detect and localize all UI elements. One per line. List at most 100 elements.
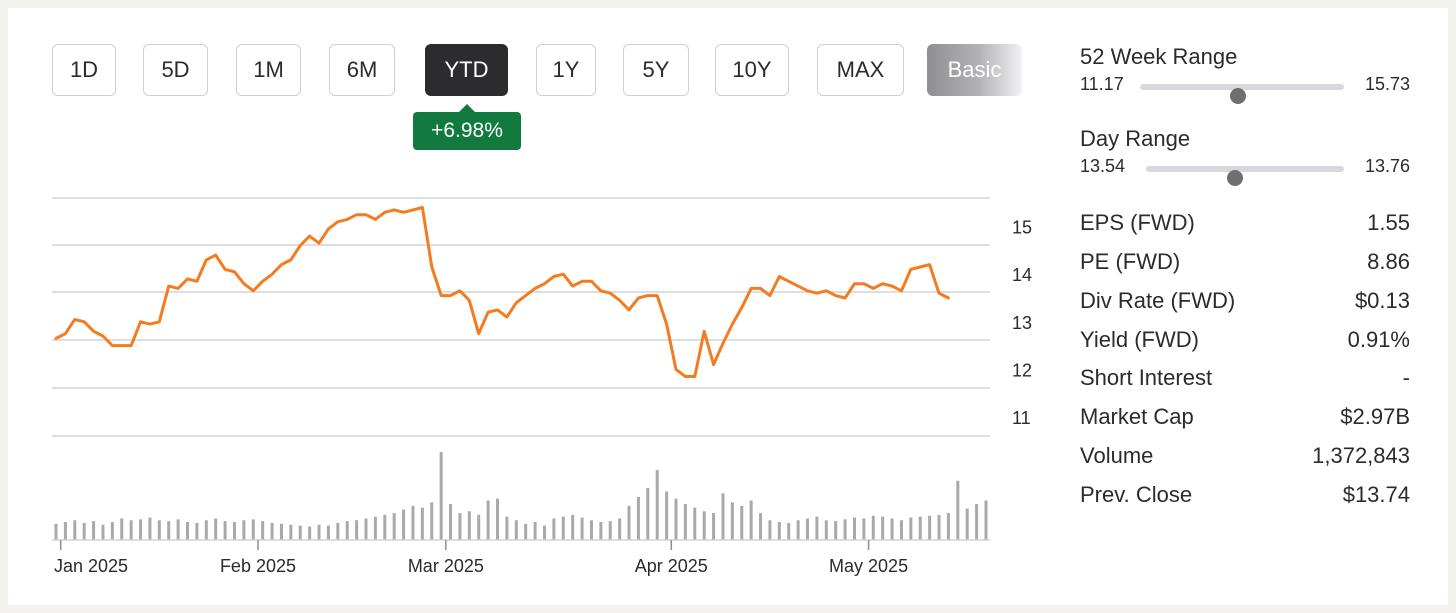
- volume-bar: [533, 522, 537, 540]
- volume-bar: [139, 519, 143, 540]
- volume-bar: [279, 523, 283, 540]
- volume-bar: [289, 524, 293, 540]
- week52-low: 11.17: [1080, 74, 1124, 94]
- day-range-track: [1146, 166, 1344, 186]
- volume-bar: [54, 523, 58, 540]
- volume-bar: [148, 517, 152, 540]
- volume-bar: [730, 502, 734, 540]
- volume-bar: [749, 500, 753, 540]
- period-button-max[interactable]: MAX: [817, 44, 904, 96]
- stat-label: Div Rate (FWD): [1080, 287, 1236, 313]
- chart-gridlines: [52, 197, 990, 437]
- volume-bar: [984, 500, 988, 540]
- stat-row: Volume 1,372,843: [1080, 437, 1410, 476]
- volume-bar: [373, 516, 377, 540]
- volume-bar: [918, 516, 922, 540]
- volume-bar: [815, 516, 819, 540]
- stat-value: $2.97B: [1340, 404, 1410, 430]
- volume-bar: [561, 516, 565, 540]
- volume-bar: [740, 505, 744, 540]
- x-tick-label: Apr 2025: [635, 556, 708, 576]
- volume-bar: [326, 525, 330, 540]
- x-tick-label: May 2025: [829, 556, 908, 576]
- volume-bar: [364, 518, 368, 540]
- volume-bar: [477, 514, 481, 540]
- volume-bar: [712, 513, 716, 540]
- stock-card: [8, 8, 1448, 605]
- volume-bar: [157, 520, 161, 540]
- volume-bar: [458, 513, 462, 540]
- stat-label: Prev. Close: [1080, 481, 1193, 507]
- week52-range-marker: [1229, 88, 1246, 104]
- y-tick-label: 14: [1012, 265, 1032, 285]
- volume-bar: [514, 520, 518, 540]
- volume-bar: [796, 520, 800, 540]
- volume-bar: [881, 516, 885, 540]
- x-axis-tick-labels: Jan 2025 Feb 2025 Mar 2025 Apr 2025 May 2025: [54, 540, 908, 576]
- stat-row: PE (FWD) 8.86: [1080, 243, 1410, 282]
- period-button-5d[interactable]: 5D: [143, 44, 208, 96]
- volume-bar: [852, 517, 856, 540]
- volume-bar: [505, 516, 509, 540]
- volume-bar: [336, 522, 340, 540]
- volume-bar: [937, 514, 941, 540]
- volume-bar: [787, 522, 791, 540]
- volume-bar: [176, 519, 180, 540]
- stat-row: Yield (FWD) 0.91%: [1080, 320, 1410, 359]
- volume-bar: [355, 520, 359, 540]
- period-button-5y[interactable]: 5Y: [623, 44, 689, 96]
- y-axis-tick-labels: 15 14 13 12 11: [1012, 218, 1032, 428]
- key-stats-list: EPS (FWD) 1.55 PE (FWD) 8.86 Div Rate (FWD) $…: [1080, 204, 1410, 514]
- volume-bar: [524, 523, 528, 540]
- stat-value: $0.13: [1354, 287, 1410, 313]
- price-chart: 15 14 13 12 11 Jan 2025 Feb 2025 Mar 2025 Apr 2…: [52, 197, 1032, 576]
- volume-bar: [129, 520, 133, 540]
- day-high: 13.76: [1364, 156, 1410, 176]
- volume-bar: [871, 515, 875, 540]
- volume-bar: [486, 500, 490, 540]
- volume-bar: [580, 517, 584, 540]
- volume-bar: [693, 507, 697, 540]
- volume-bar: [721, 493, 725, 540]
- volume-bar: [232, 522, 236, 540]
- period-button-1d[interactable]: 1D: [52, 44, 116, 96]
- y-tick-label: 11: [1012, 408, 1031, 428]
- week52-range-track: [1140, 84, 1344, 104]
- stat-value: $13.74: [1342, 481, 1410, 507]
- volume-bar: [110, 522, 114, 540]
- day-range-marker: [1227, 170, 1244, 186]
- period-button-ytd[interactable]: YTD: [425, 44, 508, 96]
- volume-bar: [862, 518, 866, 540]
- price-line: [54, 206, 950, 378]
- volume-bar: [317, 524, 321, 540]
- week52-range-title: 52 Week Range: [1080, 44, 1238, 69]
- volume-bar: [251, 519, 255, 540]
- volume-bar: [63, 522, 67, 540]
- stat-row: Short Interest -: [1080, 359, 1410, 398]
- volume-bar: [92, 521, 96, 540]
- volume-bar: [467, 511, 471, 540]
- period-button-10y[interactable]: 10Y: [715, 44, 789, 96]
- day-range: Day Range 13.54 13.76: [1080, 126, 1410, 186]
- volume-bar: [270, 522, 274, 540]
- stat-row: Market Cap $2.97B: [1080, 398, 1410, 437]
- volume-bar: [683, 504, 687, 540]
- period-button-6m[interactable]: 6M: [329, 44, 395, 96]
- stat-value: 8.86: [1367, 249, 1410, 275]
- volume-bar: [899, 520, 903, 540]
- week52-high: 15.73: [1364, 74, 1410, 94]
- volume-bar: [345, 521, 349, 540]
- volume-bar: [768, 520, 772, 540]
- y-tick-label: 13: [1012, 313, 1032, 333]
- volume-bar: [542, 525, 546, 540]
- day-range-title: Day Range: [1080, 126, 1191, 151]
- volume-bar: [496, 498, 500, 540]
- period-button-1m[interactable]: 1M: [236, 44, 301, 96]
- stat-value: 1,372,843: [1312, 442, 1410, 468]
- volume-bar: [82, 522, 86, 540]
- period-selector: 1D 5D 1M 6M YTD 1Y 5Y 10Y MAX Basic: [52, 44, 1032, 98]
- period-button-1y[interactable]: 1Y: [536, 44, 596, 96]
- volume-bar: [430, 502, 434, 540]
- period-button-basic[interactable]: Basic: [927, 44, 1022, 96]
- volume-bar: [777, 522, 781, 540]
